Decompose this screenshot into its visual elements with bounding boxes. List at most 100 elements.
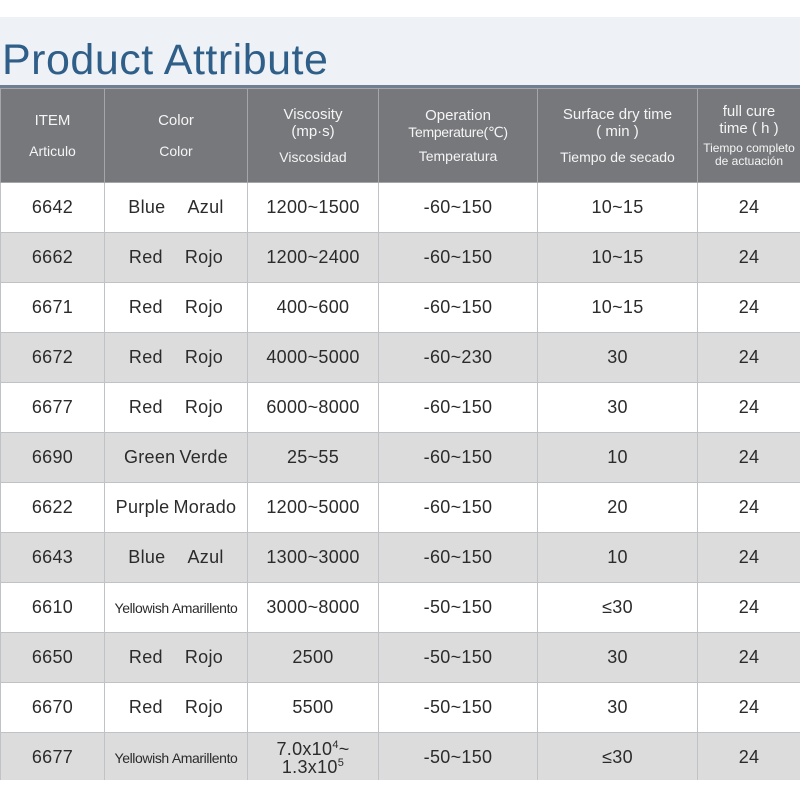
title-divider [0,85,800,88]
item-cell: 6622 [0,482,105,533]
viscosity-line-1: 7.0x104~ [249,738,378,759]
viscosity-cell: 4000~5000 [247,332,379,383]
viscosity-cell: 400~600 [247,282,379,333]
item-cell: 6677 [0,732,105,783]
table-body: 6642 Blue Azul 1200~1500 -60~150 10~15 24 6662 R… [0,182,800,783]
viscosity-base-2: 1.3x10 [281,756,338,777]
cure-time-cell: 24 [697,282,800,333]
color-english: Green [123,447,176,467]
table-row: 6650 Red Rojo 2500 -50~150 30 24 [0,632,800,683]
viscosity-cell: 5500 [247,682,379,733]
cure-time-cell: 24 [697,182,800,233]
temperature-cell: -60~150 [378,482,538,533]
dry-time-cell: 20 [537,482,698,533]
color-english: Yellowish [114,599,170,616]
table-row: 6690 Green Verde 25~55 -60~150 10 24 [0,432,800,483]
table-row: 6642 Blue Azul 1200~1500 -60~150 10~15 24 [0,182,800,233]
viscosity-base-1: 7.0x10 [276,738,333,759]
item-cell: 6677 [0,382,105,433]
cure-time-cell: 24 [697,482,800,533]
table-row: 6670 Red Rojo 5500 -50~150 30 24 [0,682,800,733]
color-cell: Red Rojo [104,282,248,333]
color-spanish: Azul [187,547,224,567]
color-spanish: Amarillento [171,749,238,766]
viscosity-cell: 1200~1500 [247,182,379,233]
cure-time-cell: 24 [697,532,800,583]
color-spanish: Rojo [184,647,224,667]
item-cell: 6670 [0,682,105,733]
temperature-cell: -60~150 [378,382,538,433]
color-spanish: Rojo [184,347,224,367]
item-cell: 6643 [0,532,105,583]
temperature-cell: -60~150 [378,232,538,283]
header-row: ITEM Articulo Color Color Viscosity (mp·… [0,88,800,183]
color-cell: Yellowish Amarillento [104,732,248,783]
dry-time-cell: 30 [537,682,698,733]
dry-time-cell: 10 [537,532,698,583]
viscosity-cell: 3000~8000 [247,582,379,633]
table-row: 6643 Blue Azul 1300~3000 -60~150 10 24 [0,532,800,583]
color-english: Blue [128,547,166,567]
color-spanish: Amarillento [171,599,238,616]
item-cell: 6690 [0,432,105,483]
viscosity-cell: 2500 [247,632,379,683]
color-cell: Blue Azul [104,532,248,583]
cure-time-cell: 24 [697,632,800,683]
color-cell: Blue Azul [104,182,248,233]
viscosity-cell: 1200~5000 [247,482,379,533]
table-row: 6672 Red Rojo 4000~5000 -60~230 30 24 [0,332,800,383]
cure-time-cell: 24 [697,682,800,733]
temperature-cell: -60~150 [378,432,538,483]
dry-time-cell: ≤30 [537,732,698,783]
color-cell: Red Rojo [104,232,248,283]
color-spanish: Rojo [184,247,224,267]
viscosity-cell: 6000~8000 [247,382,379,433]
color-cell: Yellowish Amarillento [104,582,248,633]
table-row: 6622 Purple Morado 1200~5000 -60~150 20 24 [0,482,800,533]
color-english: Yellowish [114,749,170,766]
item-cell: 6662 [0,232,105,283]
item-cell: 6672 [0,332,105,383]
page-title: Product Attribute [2,36,329,84]
color-cell: Red Rojo [104,382,248,433]
dry-time-cell: ≤30 [537,582,698,633]
viscosity-cell: 1300~3000 [247,532,379,583]
header-viscosity: Viscosity (mp·s) Viscosidad [247,88,379,183]
temperature-cell: -50~150 [378,682,538,733]
temperature-cell: -60~150 [378,182,538,233]
color-cell: Red Rojo [104,332,248,383]
dry-time-cell: 30 [537,632,698,683]
color-english: Red [128,647,163,667]
color-english: Red [128,247,163,267]
item-cell: 6610 [0,582,105,633]
color-spanish: Azul [187,197,224,217]
viscosity-cell: 25~55 [247,432,379,483]
dry-time-cell: 10~15 [537,232,698,283]
table-row: 6671 Red Rojo 400~600 -60~150 10~15 24 [0,282,800,333]
table-row: 6662 Red Rojo 1200~2400 -60~150 10~15 24 [0,232,800,283]
temperature-cell: -50~150 [378,582,538,633]
viscosity-cell: 1200~2400 [247,232,379,283]
header-operation-temperature: Operation Temperature(℃) Temperatura [378,88,538,183]
table-row: 6677 Yellowish Amarillento 7.0x104~ 1.3x105-… [0,732,800,783]
header-item: ITEM Articulo [0,88,105,183]
color-spanish: Rojo [184,697,224,717]
color-english: Red [128,697,163,717]
cure-time-cell: 24 [697,432,800,483]
temperature-cell: -50~150 [378,632,538,683]
viscosity-exponent-2: 5 [337,756,345,769]
item-cell: 6650 [0,632,105,683]
viscosity-cell: 7.0x104~ 1.3x105 [247,732,379,783]
color-spanish: Verde [179,447,229,467]
color-cell: Red Rojo [104,632,248,683]
color-cell: Green Verde [104,432,248,483]
temperature-cell: -60~150 [378,532,538,583]
viscosity-line-2: 1.3x105 [249,756,378,777]
color-spanish: Rojo [184,297,224,317]
cure-time-cell: 24 [697,582,800,633]
cure-time-cell: 24 [697,382,800,433]
dry-time-cell: 30 [537,332,698,383]
cure-time-cell: 24 [697,732,800,783]
color-english: Red [128,397,163,417]
dry-time-cell: 30 [537,382,698,433]
